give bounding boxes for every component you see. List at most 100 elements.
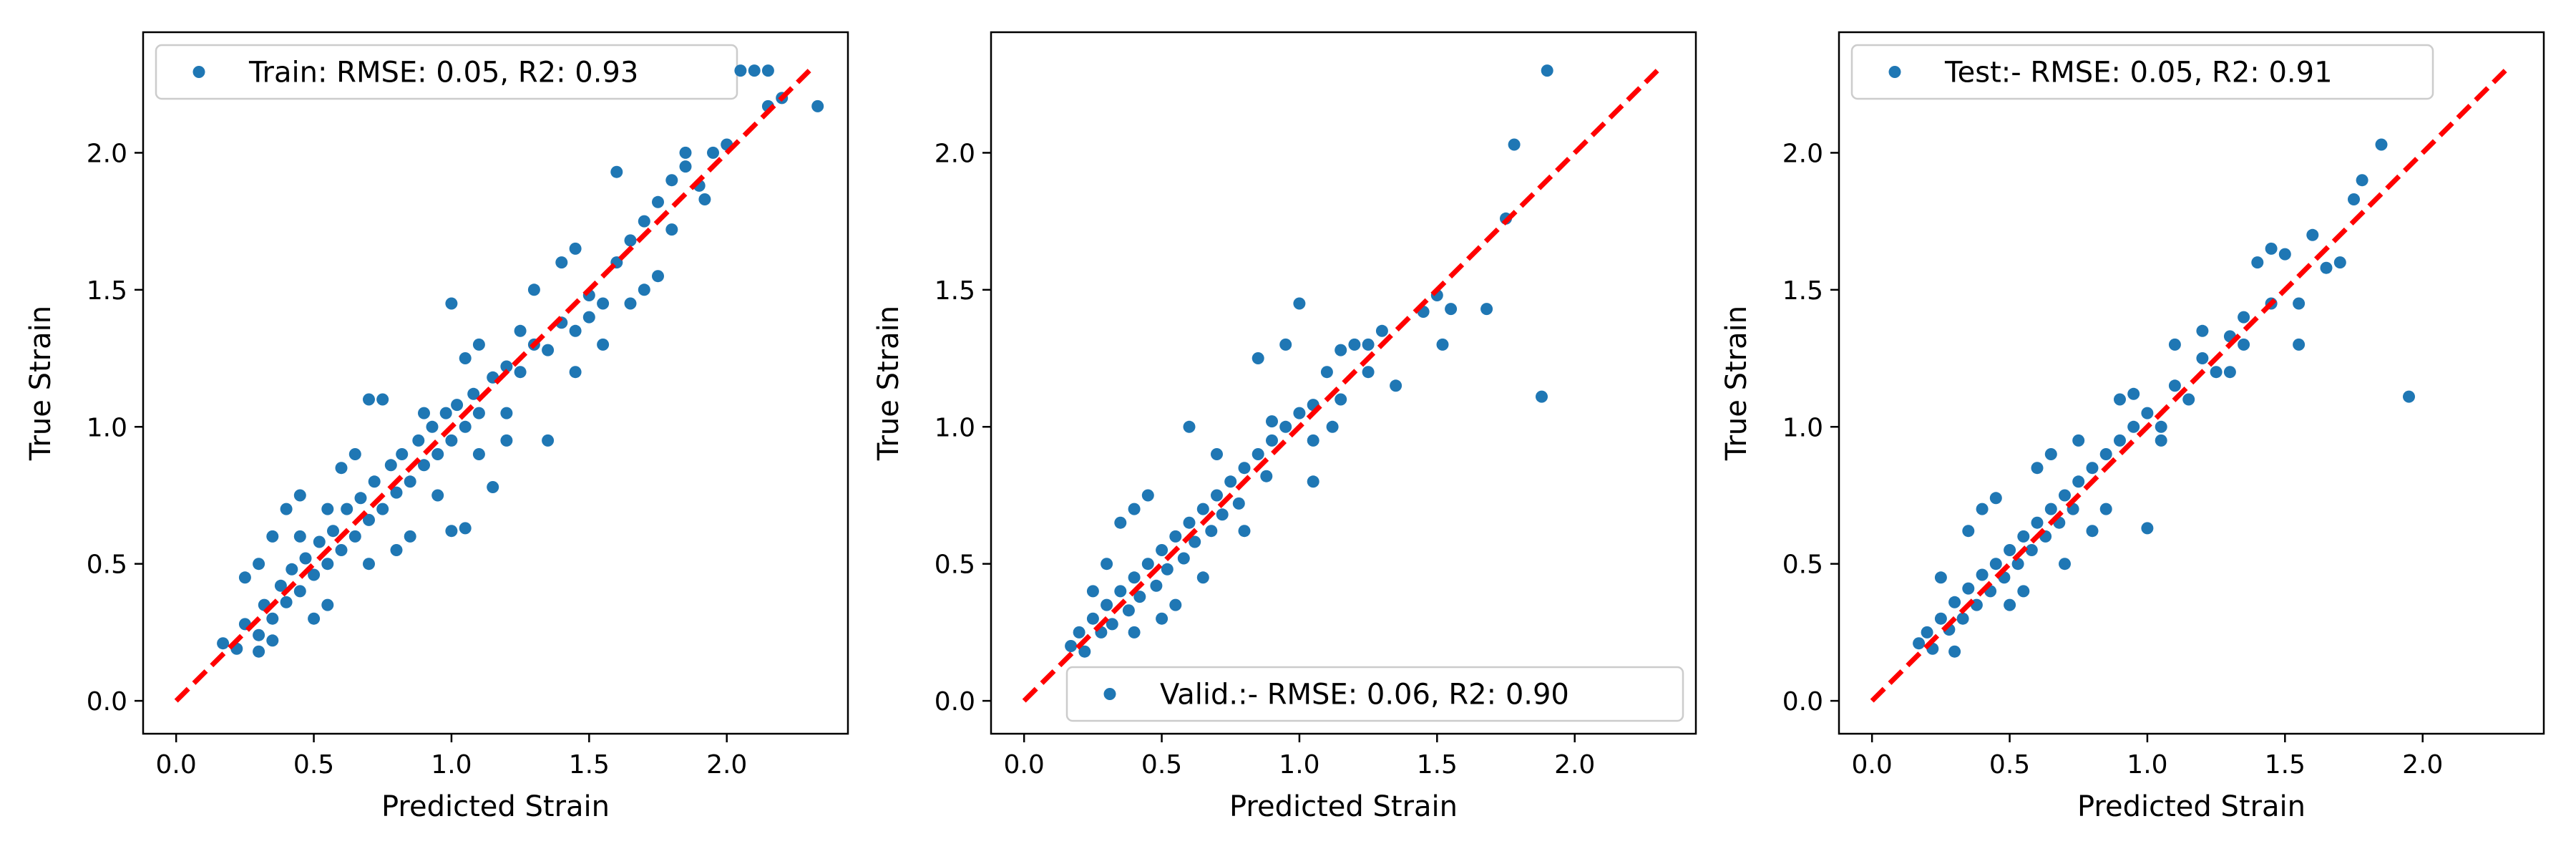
- data-point: [597, 338, 610, 351]
- data-point: [2293, 297, 2306, 310]
- data-point: [321, 558, 334, 571]
- data-point: [652, 270, 664, 283]
- y-axis-label: True Strain: [872, 306, 905, 461]
- data-point: [404, 475, 416, 488]
- data-point: [418, 459, 430, 472]
- data-point: [665, 174, 678, 187]
- data-point: [274, 579, 287, 592]
- axes-frame: [990, 31, 1697, 735]
- data-point: [2044, 448, 2057, 460]
- panel-validation: Predicted Strain True Strain 0.0 0.5 1.0 1.…: [872, 31, 1697, 823]
- data-point: [1196, 503, 1209, 515]
- x-tick-label: 1.5: [2265, 750, 2306, 780]
- data-point: [472, 338, 485, 351]
- scatter-points: [217, 64, 824, 658]
- data-point: [2059, 558, 2071, 571]
- data-point: [1086, 612, 1099, 625]
- data-point: [2017, 585, 2030, 598]
- data-point: [1189, 535, 1201, 548]
- data-point: [2348, 193, 2360, 205]
- panel-test: Predicted Strain True Strain 0.0 0.5 1.0 1.…: [1720, 31, 2545, 823]
- data-point: [1508, 138, 1521, 151]
- data-point: [2114, 434, 2126, 447]
- data-point: [1073, 626, 1085, 639]
- data-point: [1183, 516, 1196, 529]
- data-point: [280, 503, 293, 515]
- data-point: [2306, 228, 2319, 241]
- data-point: [2127, 387, 2140, 400]
- data-point: [1348, 338, 1361, 351]
- data-point: [1260, 470, 1273, 482]
- data-point: [266, 634, 279, 647]
- data-point: [1293, 407, 1306, 419]
- data-point: [1141, 558, 1154, 571]
- y-tick-label: 0.5: [1782, 550, 1823, 580]
- data-point: [1169, 598, 1182, 611]
- identity-line: [1022, 69, 1659, 703]
- x-tick-label: 0.5: [293, 750, 334, 780]
- data-point: [2114, 393, 2126, 406]
- data-point: [253, 629, 265, 641]
- x-tick-label: 1.5: [1417, 750, 1458, 780]
- axes-frame: [142, 31, 849, 735]
- data-point: [2168, 379, 2181, 392]
- data-point: [1211, 489, 1223, 502]
- data-point: [2086, 462, 2099, 475]
- data-point: [1086, 585, 1099, 598]
- legend-marker: [192, 66, 205, 78]
- data-point: [569, 242, 582, 255]
- data-point: [1133, 591, 1146, 603]
- data-point: [1335, 393, 1347, 406]
- data-point: [354, 492, 367, 505]
- data-point: [1150, 579, 1163, 592]
- data-point: [748, 64, 761, 77]
- data-point: [514, 366, 527, 379]
- data-point: [1962, 582, 1975, 595]
- data-point: [299, 552, 312, 565]
- data-point: [1128, 571, 1141, 584]
- data-point: [1436, 338, 1449, 351]
- y-axis-label: True Strain: [24, 306, 57, 461]
- y-tick-label: 1.5: [87, 276, 127, 306]
- data-point: [542, 344, 555, 356]
- data-point: [341, 503, 353, 515]
- y-tick-label: 0.5: [87, 550, 127, 580]
- data-point: [1962, 525, 1975, 538]
- data-point: [2031, 462, 2044, 475]
- data-point: [1976, 568, 1989, 581]
- data-point: [679, 160, 692, 173]
- data-point: [384, 459, 397, 472]
- data-point: [1279, 420, 1292, 433]
- data-point: [2031, 516, 2044, 529]
- data-point: [555, 256, 568, 269]
- data-point: [2251, 256, 2264, 269]
- x-tick-label: 0.0: [1852, 750, 1893, 780]
- x-axis-label: Predicted Strain: [1229, 790, 1458, 823]
- data-point: [293, 530, 306, 543]
- x-axis-label: Predicted Strain: [2077, 790, 2306, 823]
- data-point: [321, 598, 334, 611]
- x-tick-label: 1.0: [2127, 750, 2167, 780]
- data-point: [811, 100, 824, 112]
- data-point: [500, 407, 513, 419]
- data-point: [1211, 448, 1223, 460]
- data-point: [426, 420, 439, 433]
- data-point: [2265, 242, 2278, 255]
- data-point: [1320, 366, 1333, 379]
- data-point: [335, 462, 348, 475]
- data-point: [445, 525, 458, 538]
- y-tick-label: 0.0: [1782, 687, 1823, 717]
- y-tick-label: 0.0: [87, 687, 127, 717]
- data-point: [2004, 598, 2016, 611]
- data-point: [514, 324, 527, 337]
- x-tick-label: 2.0: [1554, 750, 1595, 780]
- data-point: [2182, 393, 2195, 406]
- data-point: [2168, 338, 2181, 351]
- data-point: [1183, 420, 1196, 433]
- data-point: [368, 475, 381, 488]
- data-point: [363, 513, 375, 526]
- data-point: [500, 434, 513, 447]
- data-point: [2072, 434, 2085, 447]
- data-point: [376, 503, 389, 515]
- data-point: [2017, 530, 2030, 543]
